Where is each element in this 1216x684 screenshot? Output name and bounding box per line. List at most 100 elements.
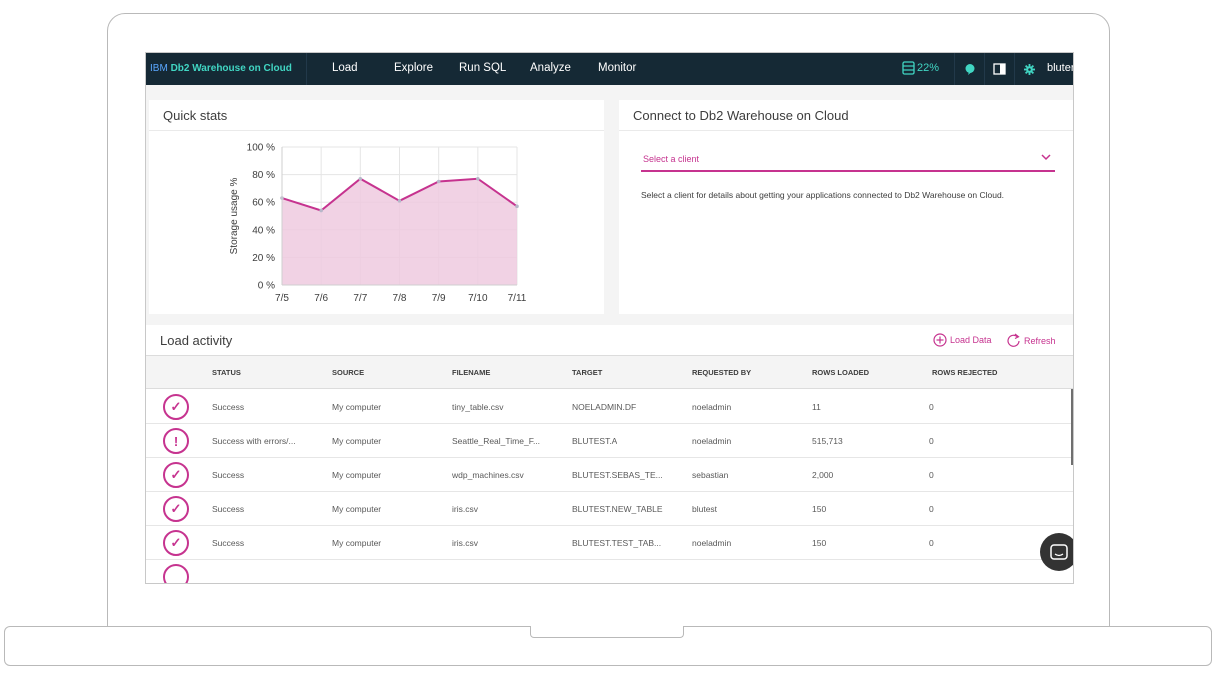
requested-by-cell: noeladmin xyxy=(692,538,732,548)
laptop-notch xyxy=(530,626,684,638)
requested-by-cell: noeladmin xyxy=(692,436,732,446)
chevron-down-icon xyxy=(1041,152,1051,164)
table-row[interactable]: ! Success with errors/... My computer Seatt… xyxy=(146,424,1073,458)
requested-by-cell: noeladmin xyxy=(692,402,732,412)
checkmark-icon: ✓ xyxy=(163,496,189,522)
table-scrollbar[interactable] xyxy=(1071,389,1073,465)
y-tick-label: 100 % xyxy=(247,143,275,154)
storage-percent: 22% xyxy=(917,62,940,74)
x-tick-label: 7/9 xyxy=(432,293,446,304)
nav-monitor[interactable]: Monitor xyxy=(598,62,637,74)
nav-explore[interactable]: Explore xyxy=(394,62,433,74)
brand[interactable]: IBM Db2 Warehouse on Cloud xyxy=(150,63,292,74)
top-nav: IBM Db2 Warehouse on Cloud Load Explore … xyxy=(146,53,1074,85)
table-row[interactable]: ✓ Success My computer iris.csv BLUTEST.TEST_… xyxy=(146,526,1073,560)
quick-stats-title: Quick stats xyxy=(163,108,228,123)
settings-button[interactable] xyxy=(1014,53,1044,85)
brand-divider xyxy=(306,53,307,85)
target-cell: NOELADMIN.DF xyxy=(572,402,637,412)
database-icon xyxy=(902,61,915,75)
y-tick-label: 80 % xyxy=(252,170,275,181)
rows-rejected-cell: 0 xyxy=(929,538,934,548)
y-axis-label: Storage usage % xyxy=(229,178,240,255)
status-text: Success xyxy=(212,402,245,412)
rows-rejected-cell: 0 xyxy=(929,402,934,412)
table-row[interactable]: ✓ Success My computer iris.csv BLUTEST.NEW_T… xyxy=(146,492,1073,526)
data-point xyxy=(515,204,519,209)
column-header[interactable]: STATUS xyxy=(212,368,241,377)
source-cell: My computer xyxy=(332,470,382,480)
filename-cell: wdp_machines.csv xyxy=(452,470,524,480)
client-select-label: Select a client xyxy=(643,154,700,164)
column-header[interactable]: FILENAME xyxy=(452,368,491,377)
x-tick-label: 7/7 xyxy=(353,293,367,304)
data-point xyxy=(436,179,441,184)
source-cell: My computer xyxy=(332,436,382,446)
x-tick-label: 7/10 xyxy=(468,293,488,304)
rows-loaded-cell: 150 xyxy=(812,538,827,548)
refresh-label: Refresh xyxy=(1024,335,1056,346)
column-header[interactable]: ROWS REJECTED xyxy=(932,368,998,377)
gear-icon xyxy=(1024,63,1035,75)
table-row[interactable]: ✓ Success My computer tiny_table.csv NOELADM… xyxy=(146,390,1073,424)
rows-loaded-cell: 11 xyxy=(812,402,821,412)
y-tick-label: 40 % xyxy=(252,225,275,236)
y-tick-label: 60 % xyxy=(252,198,275,209)
x-tick-label: 7/5 xyxy=(275,293,289,304)
connect-description: Select a client for details about gettin… xyxy=(641,190,1005,200)
status-text: Success xyxy=(212,538,245,548)
table-row[interactable]: ✓ Success My computer wdp_machines.csv BLUTE… xyxy=(146,458,1073,492)
help-button[interactable] xyxy=(954,53,984,85)
panel-toggle-button[interactable] xyxy=(984,53,1014,85)
help-bubble-icon xyxy=(965,63,974,75)
refresh-icon xyxy=(1007,333,1020,347)
refresh-button[interactable]: Refresh xyxy=(1007,333,1056,348)
filename-cell: iris.csv xyxy=(452,504,478,514)
requested-by-cell: blutest xyxy=(692,504,718,514)
table-header: STATUS SOURCE FILENAME TARGET REQUESTED … xyxy=(146,355,1073,389)
load-data-button[interactable]: Load Data xyxy=(933,333,992,347)
checkmark-icon: ✓ xyxy=(163,394,189,420)
brand-product: Db2 Warehouse on Cloud xyxy=(170,63,292,74)
target-cell: BLUTEST.NEW_TABLE xyxy=(572,504,663,514)
target-cell: BLUTEST.SEBAS_TE... xyxy=(572,470,663,480)
nav-load[interactable]: Load xyxy=(332,62,358,74)
user-name[interactable]: bluter xyxy=(1047,62,1074,74)
source-cell: My computer xyxy=(332,538,382,548)
filename-cell: iris.csv xyxy=(452,538,478,548)
target-cell: BLUTEST.A xyxy=(572,436,618,446)
data-point xyxy=(397,199,402,203)
status-text: Success xyxy=(212,470,245,480)
column-header[interactable]: SOURCE xyxy=(332,368,365,377)
chat-button[interactable] xyxy=(1040,533,1073,571)
quick-stats-panel: Quick stats 100 % 80 % 60 % 40 % 20 % 0 % 7/5 7… xyxy=(149,100,604,314)
data-point xyxy=(358,176,363,181)
y-tick-label: 0 % xyxy=(258,281,275,292)
nav-run-sql[interactable]: Run SQL xyxy=(459,62,507,74)
status-text: Success xyxy=(212,504,245,514)
app-screen: IBM Db2 Warehouse on Cloud Load Explore … xyxy=(145,52,1074,584)
plus-circle-icon xyxy=(933,333,947,347)
column-header[interactable]: TARGET xyxy=(572,368,603,377)
client-select[interactable]: Select a client xyxy=(641,152,1055,172)
rows-rejected-cell: 0 xyxy=(929,470,934,480)
data-point xyxy=(476,176,480,181)
x-tick-label: 7/8 xyxy=(393,293,407,304)
rows-loaded-cell: 150 xyxy=(812,504,827,514)
rows-rejected-cell: 0 xyxy=(929,436,934,446)
checkmark-icon: ✓ xyxy=(163,530,189,556)
nav-analyze[interactable]: Analyze xyxy=(530,62,571,74)
column-header[interactable]: REQUESTED BY xyxy=(692,368,752,377)
connect-panel: Connect to Db2 Warehouse on Cloud Select… xyxy=(619,100,1073,314)
target-cell: BLUTEST.TEST_TAB... xyxy=(572,538,662,548)
storage-indicator[interactable]: 22% xyxy=(902,61,939,75)
column-header[interactable]: ROWS LOADED xyxy=(812,368,870,377)
data-point xyxy=(319,208,323,213)
rows-rejected-cell: 0 xyxy=(929,504,934,514)
panel-divider xyxy=(149,130,604,131)
brand-prefix: IBM xyxy=(150,63,171,74)
requested-by-cell: sebastian xyxy=(692,470,729,480)
panel-divider xyxy=(619,130,1073,131)
table-row[interactable] xyxy=(146,560,1073,583)
x-tick-label: 7/11 xyxy=(508,293,527,304)
